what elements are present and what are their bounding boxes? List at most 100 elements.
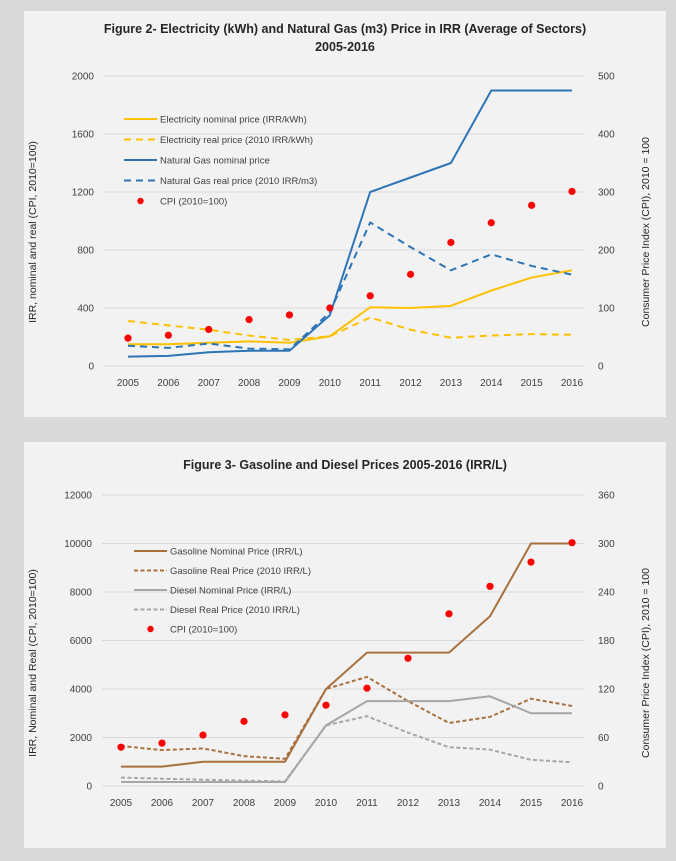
legend-label: Gasoline Real Price (2010 IRR/L) (170, 566, 311, 577)
cpi-point (366, 292, 374, 300)
series-line-electricity-real-price-2010-irr-kwh (127, 316, 573, 341)
x-tick-label: 2009 (278, 378, 301, 389)
legend-item: Gasoline Nominal Price (IRR/L) (134, 547, 303, 558)
series-line-gasoline-nominal-price-irr-l (121, 542, 572, 768)
x-tick-label: 2005 (117, 378, 140, 389)
x-tick-label: 2013 (438, 798, 461, 809)
x-tick-label: 2014 (479, 798, 502, 809)
legend-label: Electricity real price (2010 IRR/kWh) (160, 135, 313, 146)
legend-label: Diesel Nominal Price (IRR/L) (170, 586, 291, 597)
legend-item: CPI (2010=100) (137, 197, 227, 208)
x-tick-label: 2007 (198, 378, 221, 389)
cpi-point (447, 238, 455, 247)
cpi-point (285, 311, 294, 319)
legend-item: Natural Gas real price (2010 IRR/m3) (124, 176, 317, 187)
series-line-gasoline-real-price-2010-irr-l (120, 675, 573, 760)
series-line-diesel-real-price-2010-irr-l (120, 715, 573, 783)
y-tick-label: 6000 (70, 636, 93, 647)
y-tick-label: 0 (88, 362, 94, 373)
x-tick-label: 2007 (192, 798, 215, 809)
cpi-point (245, 316, 253, 324)
y-tick-label: 2000 (72, 72, 95, 83)
y2-tick-label: 300 (598, 539, 615, 550)
x-tick-label: 2009 (274, 798, 297, 809)
y2-axis-title: Consumer Price Index (CPI), 2010 = 100 (640, 568, 652, 758)
legend-label: Gasoline Nominal Price (IRR/L) (170, 547, 303, 558)
cpi-point (199, 731, 207, 739)
series-line-natural-gas-nominal-price (127, 89, 572, 358)
legend-label: Natural Gas real price (2010 IRR/m3) (160, 176, 317, 187)
x-tick-label: 2005 (110, 798, 133, 809)
x-tick-label: 2012 (397, 798, 420, 809)
y-tick-label: 400 (77, 304, 94, 315)
cpi-point (445, 610, 453, 618)
x-tick-label: 2013 (440, 378, 463, 389)
y2-tick-label: 240 (598, 588, 615, 599)
cpi-point (486, 582, 494, 590)
x-tick-label: 2011 (359, 378, 381, 389)
legend-label: Electricity nominal price (IRR/kWh) (160, 115, 307, 126)
y2-tick-label: 120 (598, 685, 615, 696)
x-tick-label: 2008 (233, 798, 256, 809)
y-tick-label: 12000 (64, 491, 92, 502)
series-line-electricity-nominal-price-irr-kwh (128, 269, 573, 346)
cpi-point (326, 304, 334, 312)
chart-title: Figure 2- Electricity (kWh) and Natural … (104, 22, 586, 36)
x-tick-label: 2006 (157, 378, 180, 389)
legend-item: CPI (2010=100) (147, 625, 237, 636)
cpi-point (527, 558, 535, 566)
cpi-point (164, 331, 172, 339)
cpi-point (568, 539, 576, 547)
x-tick-label: 2011 (356, 798, 378, 809)
cpi-point (568, 187, 576, 196)
figure-2-panel: Figure 2- Electricity (kWh) and Natural … (24, 11, 666, 417)
legend-item: Diesel Real Price (2010 IRR/L) (134, 605, 300, 616)
legend-item: Diesel Nominal Price (IRR/L) (134, 586, 291, 597)
y-tick-label: 1200 (72, 188, 95, 199)
y2-tick-label: 200 (598, 246, 615, 257)
y2-tick-label: 60 (598, 733, 610, 744)
x-tick-label: 2016 (561, 378, 584, 389)
series-line-diesel-nominal-price-irr-l (121, 695, 572, 783)
x-tick-label: 2016 (561, 798, 584, 809)
legend-marker (147, 625, 154, 633)
y-tick-label: 10000 (64, 539, 92, 550)
legend-marker (137, 197, 144, 205)
cpi-point (404, 654, 412, 662)
y2-tick-label: 0 (598, 362, 604, 373)
cpi-point (406, 270, 415, 278)
cpi-point (124, 334, 132, 342)
legend-label: Diesel Real Price (2010 IRR/L) (170, 605, 300, 616)
cpi-point (363, 684, 371, 692)
cpi-point (240, 717, 248, 725)
y2-tick-label: 360 (598, 491, 615, 502)
y2-tick-label: 100 (598, 304, 615, 315)
cpi-point (487, 219, 495, 227)
legend-item: Natural Gas nominal price (124, 156, 270, 167)
y-axis-title: IRR, nominal and real (CPI, 2010=100) (27, 141, 39, 323)
figure-2-chart: Figure 2- Electricity (kWh) and Natural … (27, 22, 652, 389)
legend-item: Electricity nominal price (IRR/kWh) (124, 115, 307, 126)
x-tick-label: 2010 (319, 378, 342, 389)
y2-tick-label: 300 (598, 188, 615, 199)
y-tick-label: 800 (77, 246, 94, 257)
y-tick-label: 8000 (70, 588, 93, 599)
legend-label: CPI (2010=100) (170, 625, 237, 636)
legend-item: Gasoline Real Price (2010 IRR/L) (134, 566, 311, 577)
y-tick-label: 1600 (72, 130, 95, 141)
y2-tick-label: 180 (598, 636, 615, 647)
chart-title: Figure 3- Gasoline and Diesel Prices 200… (183, 458, 507, 472)
y2-axis-title: Consumer Price Index (CPI), 2010 = 100 (640, 137, 652, 327)
figure-3-panel: Figure 3- Gasoline and Diesel Prices 200… (24, 442, 666, 848)
x-tick-label: 2012 (399, 378, 422, 389)
y-tick-label: 2000 (70, 733, 93, 744)
x-tick-label: 2008 (238, 378, 261, 389)
x-tick-label: 2006 (151, 798, 174, 809)
x-tick-label: 2015 (521, 378, 544, 389)
legend-label: CPI (2010=100) (160, 197, 227, 208)
cpi-point (158, 739, 166, 747)
y2-tick-label: 500 (598, 72, 615, 83)
legend-item: Electricity real price (2010 IRR/kWh) (124, 135, 313, 146)
y2-tick-label: 400 (598, 130, 615, 141)
chart-subtitle: 2005-2016 (315, 40, 375, 54)
